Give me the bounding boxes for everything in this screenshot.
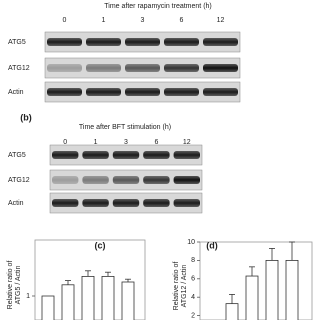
- bar: [41, 295, 55, 320]
- lane-label: 6: [180, 17, 184, 24]
- bar: [101, 275, 115, 320]
- lane-label: 0: [63, 139, 67, 146]
- bar: [61, 284, 75, 320]
- y-tick-label: 6: [191, 276, 195, 283]
- blot-band: [164, 64, 199, 72]
- bar: [81, 275, 95, 320]
- blot-band: [82, 176, 109, 184]
- blot-band: [203, 88, 238, 96]
- blot-band: [47, 64, 82, 72]
- row-label: Actin: [8, 200, 24, 207]
- bar: [285, 259, 299, 320]
- lane-label: 12: [217, 17, 225, 24]
- panel-label: (d): [206, 240, 218, 250]
- blot-band: [125, 64, 160, 72]
- row-label: ATG12: [8, 177, 30, 184]
- blot-band: [203, 64, 238, 72]
- blot-band: [52, 151, 79, 159]
- row-label: Actin: [8, 89, 24, 96]
- blot-band: [47, 88, 82, 96]
- blot-band: [52, 199, 79, 207]
- plot-frame: [199, 241, 313, 320]
- blot-band: [82, 199, 109, 207]
- blot-band: [112, 151, 140, 159]
- lane-label: 1: [102, 17, 106, 24]
- blot-title: Time after BFT stimulation (h): [79, 124, 171, 131]
- lane-label: 12: [183, 139, 191, 146]
- blot-band: [112, 199, 140, 207]
- blot-band: [52, 176, 79, 184]
- panel-label: (c): [95, 240, 106, 250]
- bar: [245, 275, 259, 320]
- y-tick-label: 10: [187, 239, 195, 246]
- bar: [121, 281, 135, 320]
- y-tick-label: 1: [26, 293, 30, 300]
- row-label: ATG5: [8, 39, 26, 46]
- y-tick-label: 8: [191, 257, 195, 264]
- blot-title: Time after rapamycin treatment (h): [104, 3, 212, 10]
- blot-band: [125, 38, 160, 46]
- lane-label: 6: [154, 139, 158, 146]
- panel-label: (b): [20, 112, 32, 122]
- blot-band: [164, 38, 199, 46]
- blot-band: [125, 88, 160, 96]
- lane-label: 1: [94, 139, 98, 146]
- lane-label: 3: [141, 17, 145, 24]
- row-label: ATG12: [8, 65, 30, 72]
- blot-band: [86, 88, 121, 96]
- plot-frame: [34, 239, 146, 320]
- row-label: ATG5: [8, 152, 26, 159]
- blot-band: [82, 151, 109, 159]
- blot-band: [143, 151, 170, 159]
- blot-band: [112, 176, 140, 184]
- bar: [265, 259, 279, 320]
- y-axis-label: ATG5 / Actin: [15, 266, 22, 305]
- blot-band: [173, 176, 200, 184]
- lane-label: 0: [63, 17, 67, 24]
- blot-band: [143, 199, 170, 207]
- blot-band: [86, 38, 121, 46]
- blot-band: [143, 176, 170, 184]
- blot-band: [173, 151, 200, 159]
- blot-band: [47, 38, 82, 46]
- y-axis-label: Relative ratio of: [7, 261, 14, 310]
- blot-band: [203, 38, 238, 46]
- bar: [225, 303, 239, 320]
- lane-label: 3: [124, 139, 128, 146]
- y-tick-label: 4: [191, 294, 195, 301]
- blot-band: [86, 64, 121, 72]
- y-axis-label: Relative ratio of: [173, 262, 180, 311]
- blot-band: [164, 88, 199, 96]
- y-axis-label: ATG12 / Actin: [181, 265, 188, 308]
- y-tick-label: 2: [191, 312, 195, 319]
- blot-band: [173, 199, 200, 207]
